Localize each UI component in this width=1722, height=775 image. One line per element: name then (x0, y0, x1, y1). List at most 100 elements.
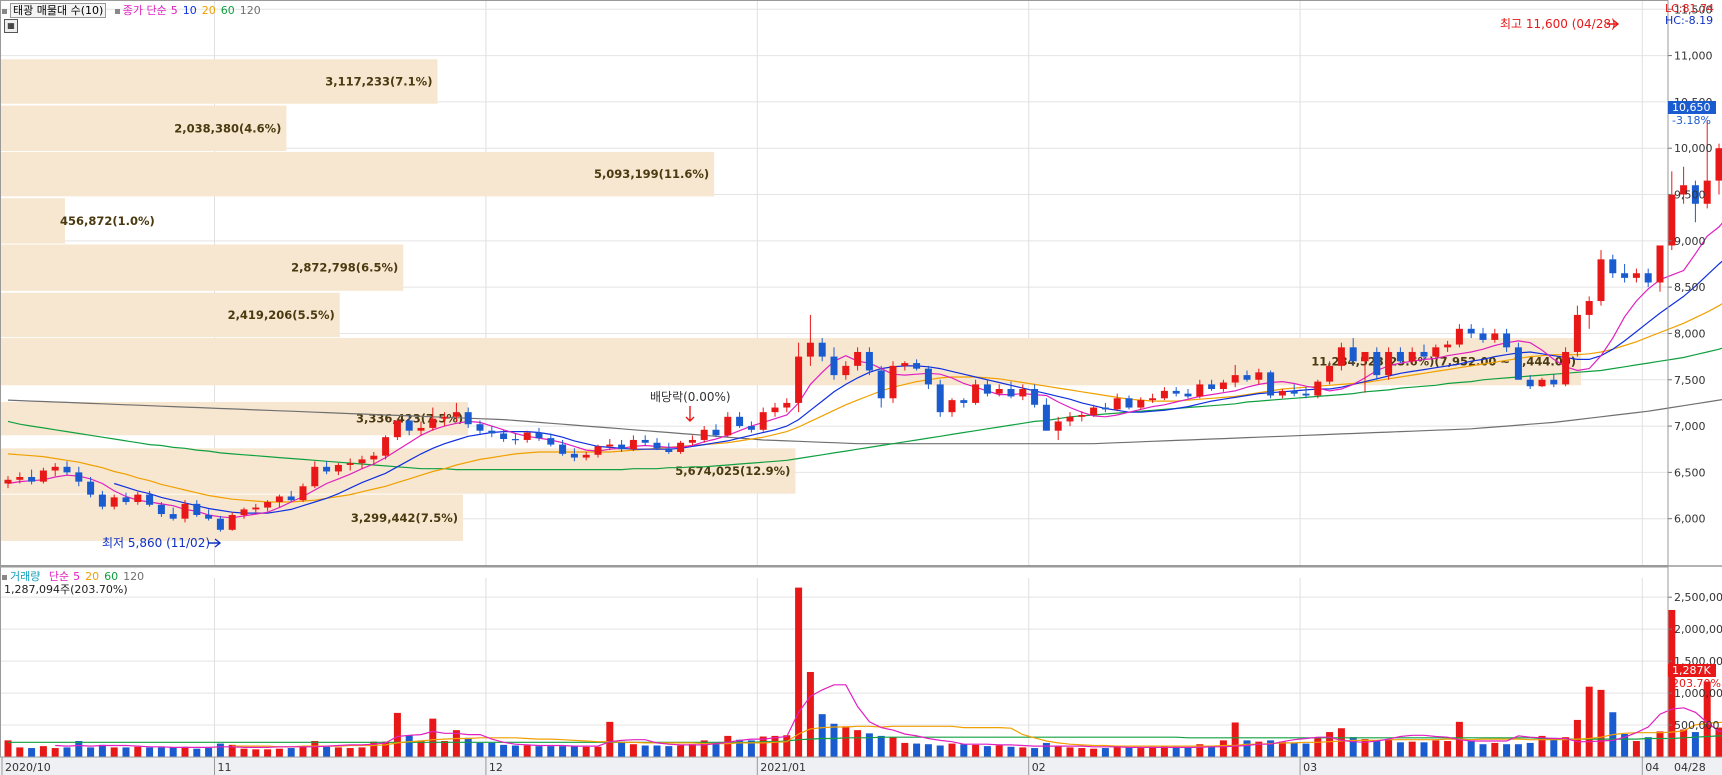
current-price-change: -3.18% (1672, 114, 1711, 127)
volume-bar (747, 740, 755, 757)
candle-body (806, 342, 814, 357)
volume-bar (1562, 737, 1570, 757)
volume-profile-label: 3,299,442(7.5%) (351, 511, 458, 525)
price-ma5-label: 5 (170, 4, 178, 17)
volume-bar (511, 745, 519, 757)
volume-bar (1573, 719, 1581, 757)
axes: 6,000 6,500 7,000 7,500 8,000 8,500 9,000 9,500… (1, 3, 1722, 775)
volume-bar (87, 747, 95, 757)
volume-ma120-label: 120 (123, 570, 145, 583)
high-label: 최고 11,600 (04/28) (1500, 17, 1616, 31)
ma10-line (114, 260, 1722, 514)
candle-body (523, 432, 531, 440)
price-indicator-title[interactable]: 태광 매물대 수(10) (10, 3, 107, 18)
candle-body (1455, 328, 1463, 345)
volume-current-readout: 1,287,094주(203.70%) (4, 583, 128, 596)
volume-bar (1290, 742, 1298, 757)
price-tick-label: 8,000 (1674, 327, 1706, 340)
x-tick-label: 03 (1303, 761, 1317, 774)
candle-body (1420, 351, 1428, 357)
volume-bar (1019, 747, 1027, 757)
candle-body (1621, 273, 1629, 278)
volume-bar (830, 723, 838, 757)
volume-bar (169, 747, 177, 757)
volume-bar (653, 745, 661, 757)
candle-body (995, 389, 1003, 394)
candle-body (1467, 328, 1475, 334)
volume-bar (1597, 689, 1605, 757)
candle-body (877, 370, 885, 399)
volume-bar (1137, 748, 1145, 757)
volume-bar (205, 748, 213, 757)
candle-body (1373, 351, 1381, 376)
candle-body (323, 466, 331, 472)
candle-body (1066, 416, 1074, 422)
volume-bar (806, 671, 814, 757)
volume-bar (712, 742, 720, 757)
grid-toggle-icon[interactable]: ▦ (4, 19, 18, 33)
volume-bar (1326, 732, 1334, 757)
volume-profile-label: 5,674,025(12.9%) (675, 464, 790, 478)
volume-ma5-label: 5 (73, 570, 81, 583)
volume-bar (16, 747, 24, 757)
volume-bar (700, 740, 708, 757)
volume-bar (181, 746, 189, 757)
volume-bar (1491, 742, 1499, 757)
x-axis-band (0, 757, 1722, 775)
volume-bar (1691, 732, 1699, 757)
volume-bar (1302, 743, 1310, 757)
volume-profile-label: 5,093,199(11.6%) (594, 167, 709, 181)
volume-bar (618, 741, 626, 757)
volume-profile-box (1, 59, 438, 104)
hc-readout: HC:-8.19 (1665, 14, 1713, 27)
volume-bar (1090, 748, 1098, 757)
volume-bar (63, 747, 71, 757)
volume-bar (264, 749, 272, 757)
volume-tick-label: 500,000 (1674, 719, 1720, 732)
volume-moving-averages (8, 684, 1722, 748)
candle-body (1208, 384, 1216, 390)
low-arrow-icon (208, 538, 222, 548)
volume-bar (287, 748, 295, 757)
x-tick-label: 2021/01 (760, 761, 806, 774)
volume-bar (1632, 741, 1640, 757)
volume-profile-box (1, 244, 404, 291)
volume-bar (1337, 728, 1345, 757)
volume-profile-box (1, 198, 65, 244)
candle-body (441, 416, 449, 419)
volume-bar (1066, 747, 1074, 757)
price-tick-label: 9,500 (1674, 189, 1706, 202)
candle-body (724, 416, 732, 436)
candle-body (1526, 379, 1534, 387)
candle-body (370, 455, 378, 460)
candle-body (771, 407, 779, 413)
candle-body (1090, 407, 1098, 415)
candle-body (1432, 347, 1440, 357)
candle-body (1349, 347, 1357, 362)
volume-bar (936, 745, 944, 757)
volume-bar (559, 746, 567, 757)
candle-body (240, 509, 248, 515)
volume-bar (948, 743, 956, 757)
volume-bar (1550, 737, 1558, 757)
candle-body (983, 384, 991, 394)
candle-body (606, 444, 614, 447)
vma5-line (55, 684, 1722, 748)
volume-bar (865, 733, 873, 757)
volume-ma-label: 단순 (48, 570, 70, 583)
candle-body (1137, 400, 1145, 408)
candle-body (618, 444, 626, 450)
volume-bar (1219, 740, 1227, 757)
volume-bar (523, 745, 531, 757)
volume-bar (582, 746, 590, 757)
volume-bar (960, 744, 968, 757)
volume-bar (665, 746, 673, 757)
volume-profile-label: 456,872(1.0%) (60, 214, 155, 228)
volume-indicator-title[interactable]: 거래량 (10, 570, 41, 583)
candle-body (1243, 375, 1251, 380)
candle-body (358, 459, 366, 464)
price-ma120-label: 120 (239, 4, 261, 17)
candle-body (98, 494, 106, 507)
volume-bar (1184, 747, 1192, 757)
volume-bar (110, 747, 118, 757)
